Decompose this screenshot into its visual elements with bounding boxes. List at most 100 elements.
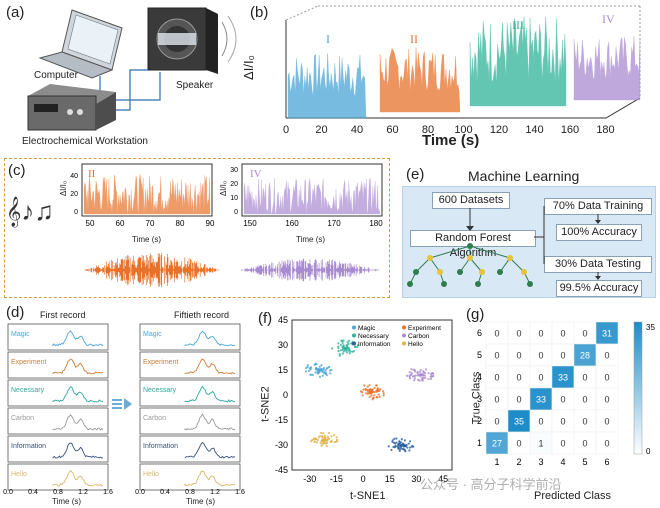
f-ytick: -45	[275, 465, 288, 475]
cluster-point-magic	[320, 364, 323, 367]
first-trace	[52, 330, 104, 347]
cluster-point-necessary	[341, 352, 344, 355]
c-right-xtick: 180	[369, 219, 383, 228]
first-xtick: 0.4	[28, 489, 38, 496]
cluster-point-carbon	[410, 368, 413, 371]
panel-d-charts: Magic Experiment Necessary Carbon Informatio…	[3, 323, 245, 496]
cluster-point-magic	[324, 369, 327, 372]
cluster-point-magic	[307, 369, 310, 373]
cluster-point-experiment	[370, 390, 374, 393]
cluster-point-hello	[326, 438, 329, 441]
panel-g-label: (g)	[466, 306, 485, 323]
heatmap-value: 0	[560, 439, 565, 449]
g-ytick: 3	[477, 394, 482, 404]
cluster-point-experiment	[375, 384, 378, 387]
cluster-point-magic	[309, 373, 312, 376]
panel-b-label: (b)	[250, 4, 269, 21]
cluster-point-information	[398, 449, 401, 453]
heatmap-value: 0	[538, 373, 543, 383]
panel-g-ylabel: True Class	[470, 371, 483, 425]
first-xtick: 1.2	[78, 489, 88, 496]
cluster-point-magic	[304, 370, 308, 373]
cluster-point-information	[400, 445, 403, 448]
cluster-point-necessary	[342, 344, 345, 347]
heatmap-value: 0	[582, 329, 587, 339]
c-right-ytick: 0	[234, 209, 238, 216]
b-xtick: 20	[315, 124, 327, 136]
cluster-point-carbon	[419, 368, 422, 372]
cluster-point-information	[395, 441, 398, 444]
cluster-point-necessary	[339, 349, 342, 352]
panel-c-left-xlabel: Time (s)	[132, 235, 162, 244]
fiftieth-word-label: Experiment	[143, 359, 178, 366]
panel-g-xlabel: Predicted Class	[534, 490, 612, 502]
c-left-xtick: 70	[146, 219, 155, 228]
cluster-point-information	[402, 443, 405, 447]
segment-label-4: IV	[602, 12, 615, 26]
cluster-point-hello	[320, 439, 323, 442]
cluster-point-magic	[306, 363, 309, 367]
cluster-point-necessary	[347, 349, 350, 352]
train-acc-box: 100% Accuracy	[556, 224, 642, 241]
cluster-point-hello	[323, 434, 326, 437]
cluster-point-necessary	[342, 339, 345, 342]
b-xtick: 160	[561, 124, 579, 136]
b-xtick: 80	[422, 124, 434, 136]
cluster-point-necessary	[356, 345, 359, 349]
f-xtick: 30	[411, 474, 421, 484]
cluster-point-magic	[318, 365, 321, 368]
cluster-point-hello	[335, 440, 339, 443]
cluster-point-experiment	[362, 388, 365, 391]
first-xtick: 1.6	[103, 489, 113, 496]
first-word-label: Carbon	[11, 415, 34, 422]
b-xtick: 40	[351, 124, 363, 136]
cluster-point-experiment	[366, 385, 369, 388]
cluster-point-experiment	[359, 390, 363, 393]
c-right-ytick: 30	[230, 167, 238, 174]
g-xtick: 2	[516, 457, 521, 467]
fiftieth-xtick: 0.0	[135, 489, 145, 496]
fiftieth-word-label: Necessary	[143, 387, 177, 394]
speaker-label: Speaker	[176, 80, 214, 91]
cluster-point-information	[393, 441, 396, 444]
fiftieth-word-label: Hello	[143, 471, 159, 478]
cluster-point-necessary	[331, 347, 334, 350]
cluster-point-information	[400, 438, 403, 441]
heatmap-value: 35	[514, 417, 524, 427]
cluster-point-magic	[325, 373, 328, 377]
fiftieth-word-label: Information	[143, 443, 178, 450]
f-xtick: -15	[330, 474, 343, 484]
panel-c-right-tag: IV	[250, 168, 262, 180]
heatmap-value: 0	[604, 439, 609, 449]
colorbar	[633, 321, 643, 455]
heatmap-value: 0	[516, 439, 521, 449]
first-box	[7, 435, 109, 463]
panel-c-label: (c)	[8, 162, 26, 179]
panel-d-xlabel: Time (s)	[52, 497, 82, 506]
cluster-point-necessary	[352, 350, 355, 353]
c-right-xtick: 170	[327, 219, 341, 228]
cluster-point-information	[407, 442, 410, 445]
cluster-point-carbon	[427, 372, 430, 375]
g-ytick: 2	[477, 416, 482, 426]
cluster-point-carbon	[419, 375, 422, 378]
cluster-point-experiment	[379, 388, 382, 391]
computer-label: Computer	[34, 70, 78, 81]
cluster-point-information	[408, 449, 411, 452]
g-ytick: 1	[477, 438, 482, 448]
first-trace	[52, 442, 104, 459]
fiftieth-box	[139, 379, 241, 407]
b-xtick: 140	[525, 124, 543, 136]
heatmap-value: 0	[560, 351, 565, 361]
f-ytick: -30	[275, 440, 288, 450]
heatmap-value: 0	[560, 417, 565, 427]
cluster-point-carbon	[431, 371, 434, 375]
first-trace	[52, 358, 104, 375]
first-record-title: First record	[40, 310, 86, 320]
cluster-point-information	[406, 446, 409, 449]
datasets-box: 600 Datasets	[432, 192, 510, 209]
cluster-point-information	[398, 442, 401, 445]
segment-label-2: II	[410, 32, 418, 46]
heatmap-value: 0	[516, 351, 521, 361]
f-legend-label: Experiment	[408, 325, 441, 332]
